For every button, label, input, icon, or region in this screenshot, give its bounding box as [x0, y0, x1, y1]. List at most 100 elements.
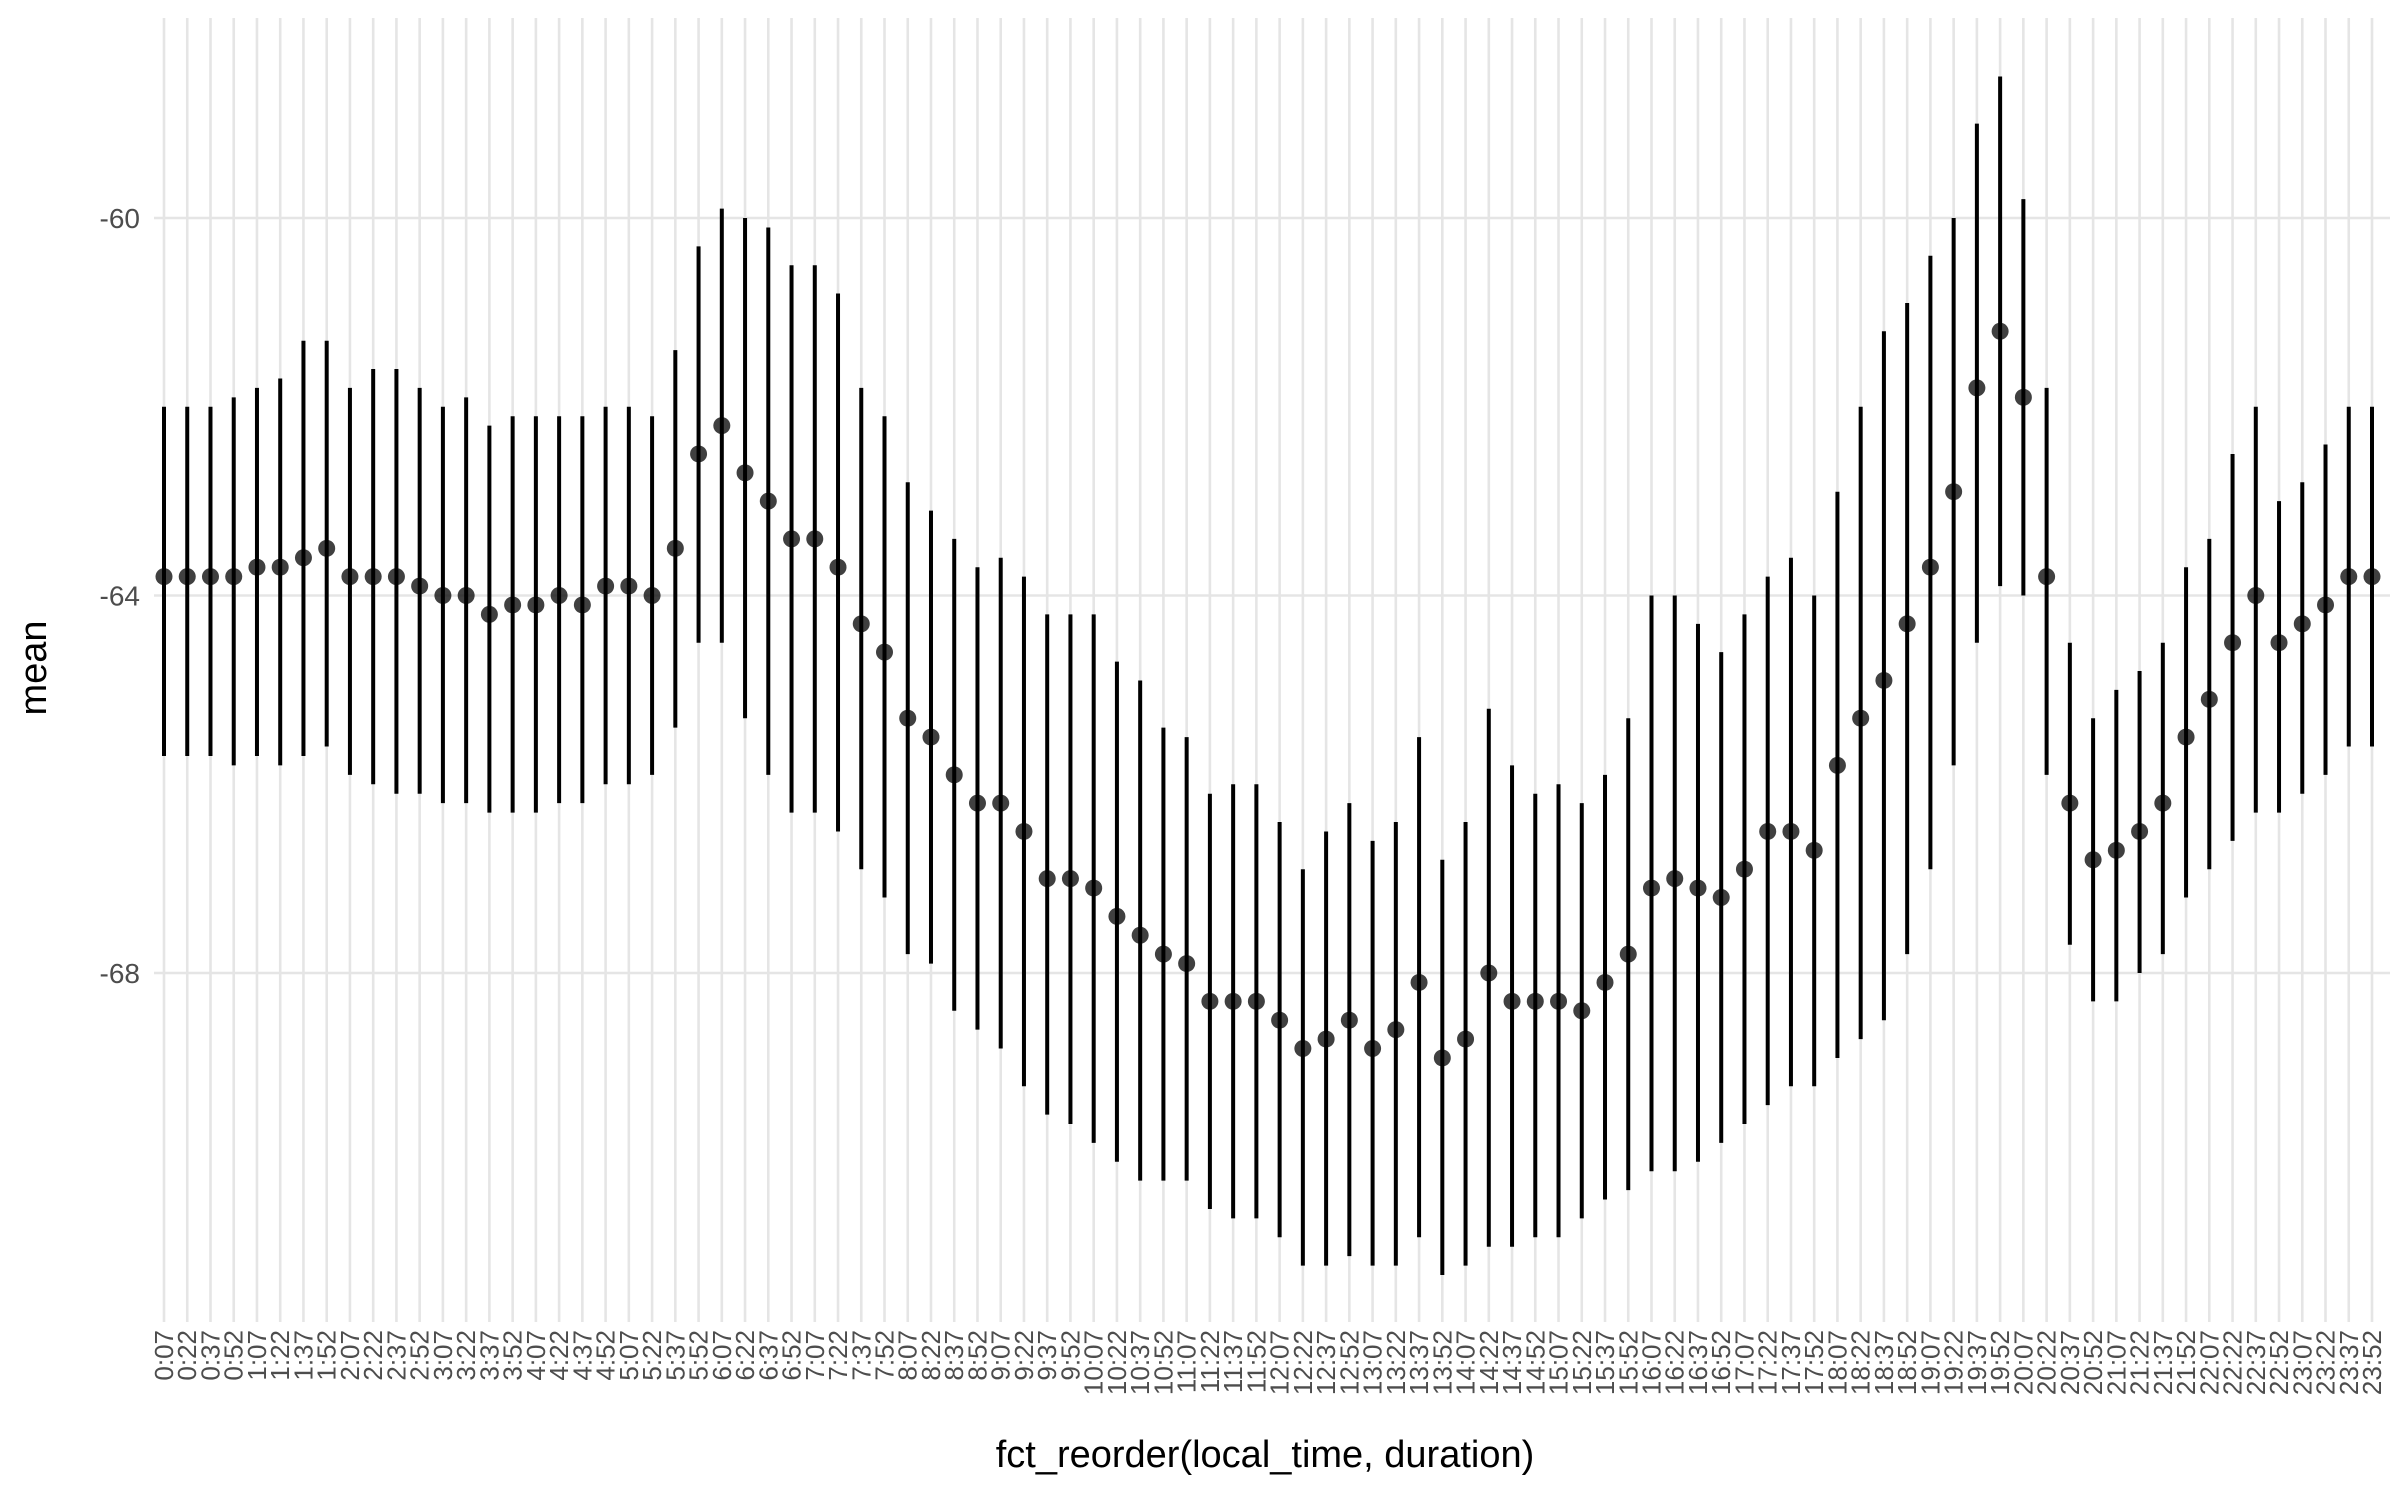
x-tick-label: 17:52	[1799, 1330, 1829, 1395]
x-tick-label: 21:22	[2125, 1330, 2155, 1395]
x-tick-label: 1:52	[312, 1330, 342, 1381]
x-tick-label: 13:07	[1358, 1330, 1388, 1395]
mean-point	[178, 568, 196, 586]
x-tick-label: 7:07	[800, 1330, 830, 1381]
y-tick-label: -64	[100, 581, 140, 612]
mean-point	[225, 568, 243, 586]
x-tick-label: 9:22	[1009, 1330, 1039, 1381]
x-tick-label: 2:52	[405, 1330, 435, 1381]
x-tick-label: 6:22	[730, 1330, 760, 1381]
x-tick-label: 23:07	[2287, 1330, 2317, 1395]
mean-point	[201, 568, 219, 586]
mean-point	[876, 643, 894, 661]
mean-point	[2317, 596, 2335, 614]
x-tick-label: 21:07	[2101, 1330, 2131, 1395]
mean-point	[1131, 926, 1149, 944]
mean-point	[318, 539, 336, 557]
x-tick-label: 8:22	[916, 1330, 946, 1381]
mean-point	[1038, 870, 1056, 888]
mean-point	[992, 794, 1010, 812]
x-tick-label: 16:52	[1706, 1330, 1736, 1395]
mean-point	[759, 492, 777, 510]
mean-point	[1340, 1011, 1358, 1029]
mean-point	[2224, 634, 2242, 652]
mean-point	[1364, 1040, 1382, 1057]
x-tick-label: 16:07	[1636, 1330, 1666, 1395]
x-tick-label: 22:52	[2264, 1330, 2294, 1395]
x-tick-label: 11:22	[1195, 1330, 1225, 1393]
mean-point	[248, 558, 266, 576]
mean-point	[1433, 1049, 1451, 1067]
x-tick-label: 2:22	[358, 1330, 388, 1381]
mean-point	[1410, 973, 1428, 991]
y-tick-label: -60	[100, 203, 140, 234]
mean-point	[1596, 973, 1614, 991]
x-tick-label: 0:07	[149, 1330, 179, 1381]
mean-point	[852, 615, 870, 633]
mean-point	[1759, 822, 1777, 840]
x-tick-label: 5:37	[660, 1330, 690, 1381]
x-tick-label: 7:52	[870, 1330, 900, 1381]
x-tick-label: 23:52	[2357, 1330, 2387, 1395]
x-tick-label: 22:22	[2218, 1330, 2248, 1395]
x-tick-label: 13:52	[1427, 1330, 1457, 1395]
x-tick-label: 10:22	[1102, 1330, 1132, 1395]
x-tick-label: 10:07	[1079, 1330, 1109, 1395]
mean-point	[2270, 634, 2288, 652]
mean-point	[1015, 822, 1033, 840]
mean-point	[1247, 992, 1265, 1010]
x-tick-label: 18:37	[1869, 1330, 1899, 1395]
x-tick-label: 19:22	[1939, 1330, 1969, 1395]
x-tick-label: 7:22	[823, 1330, 853, 1381]
mean-point	[2363, 568, 2381, 586]
mean-point	[922, 728, 940, 746]
x-tick-label: 2:37	[381, 1330, 411, 1381]
x-tick-label: 21:37	[2148, 1330, 2178, 1395]
mean-point	[2014, 388, 2032, 406]
x-tick-label: 4:22	[544, 1330, 574, 1381]
error-bars	[162, 76, 2374, 1275]
mean-point	[643, 587, 661, 604]
mean-point	[1945, 483, 1963, 501]
x-tick-label: 5:52	[684, 1330, 714, 1381]
x-tick-label: 9:07	[986, 1330, 1016, 1381]
mean-point	[1061, 870, 1079, 888]
x-tick-label: 14:22	[1474, 1330, 1504, 1395]
mean-point	[736, 464, 754, 482]
x-tick-label: 7:37	[846, 1330, 876, 1381]
x-tick-label: 18:07	[1822, 1330, 1852, 1395]
mean-point	[2340, 568, 2358, 586]
mean-point	[2177, 728, 2195, 746]
mean-point	[1387, 1021, 1405, 1039]
x-tick-label: 5:07	[614, 1330, 644, 1381]
mean-point	[1108, 907, 1126, 925]
mean-point	[2131, 822, 2149, 840]
mean-point	[1294, 1040, 1312, 1057]
x-tick-label: 6:07	[707, 1330, 737, 1381]
x-tick-label: 14:52	[1520, 1330, 1550, 1395]
mean-point	[1828, 756, 1846, 774]
mean-point	[1317, 1030, 1335, 1048]
mean-point	[1480, 964, 1498, 982]
mean-point	[899, 709, 917, 727]
x-tick-label: 17:37	[1776, 1330, 1806, 1395]
mean-point	[1642, 879, 1660, 897]
mean-point	[504, 596, 522, 614]
mean-point	[2293, 615, 2311, 633]
mean-point	[2200, 690, 2218, 708]
mean-point	[573, 596, 591, 614]
mean-point	[1852, 709, 1870, 727]
mean-point	[294, 549, 312, 567]
mean-point	[1991, 322, 2009, 340]
mean-point	[713, 417, 731, 435]
mean-point	[945, 766, 963, 784]
x-tick-label: 20:22	[2032, 1330, 2062, 1395]
x-tick-label: 4:07	[521, 1330, 551, 1381]
mean-point	[341, 568, 359, 586]
mean-point	[527, 596, 545, 614]
mean-point	[1921, 558, 1939, 576]
x-tick-label: 2:07	[335, 1330, 365, 1381]
y-axis-tick-labels: -68 -64 -60	[100, 203, 140, 989]
mean-point	[620, 577, 638, 595]
mean-point	[1550, 992, 1568, 1010]
